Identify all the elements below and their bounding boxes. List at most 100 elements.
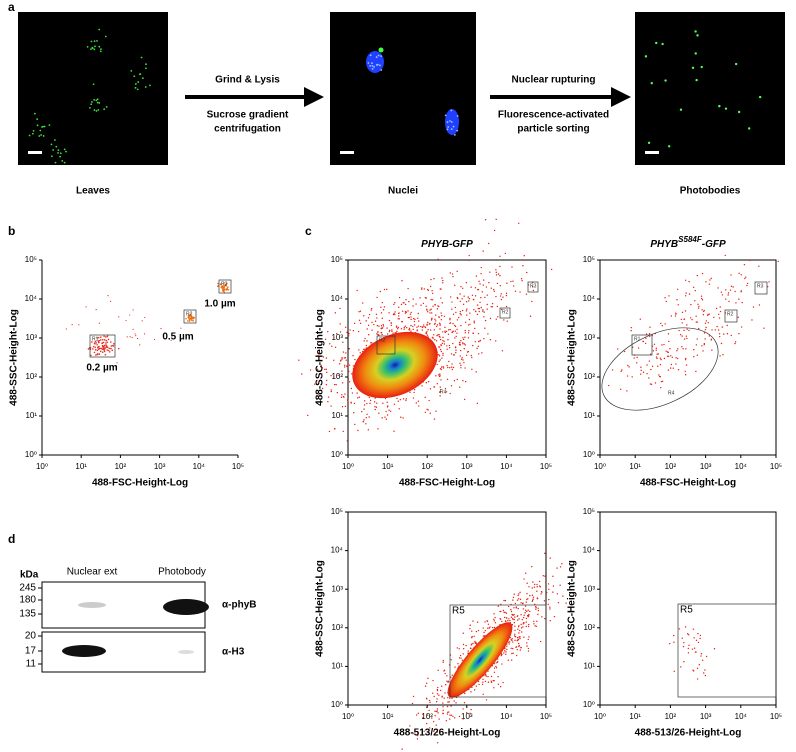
event-dot [369,54,372,57]
event-dot [549,608,551,610]
event-dot [463,343,466,345]
event-dot [365,320,367,322]
event-dot [359,322,362,325]
event-dot [438,346,440,348]
event-dot [226,282,228,285]
event-dot [324,338,327,341]
event-dot [444,331,446,334]
event-dot [132,328,134,330]
event-dot [479,283,481,285]
event-dot [435,410,437,412]
event-dot [700,653,703,655]
event-dot [684,626,687,628]
event-dot [144,316,146,319]
x-tick-label: 10⁵ [770,712,782,721]
marker-label: 180 [19,595,36,606]
photobody [650,81,653,85]
event-dot [472,344,474,347]
event-dot [702,310,705,313]
event-dot [337,374,339,377]
event-dot [708,283,711,285]
event-dot [653,343,656,345]
event-dot [417,712,420,715]
event-dot [327,330,329,333]
event-dot [514,633,516,636]
event-dot [353,412,355,414]
event-dot [549,619,551,622]
event-dot [738,298,740,300]
event-dot [649,353,652,355]
event-dot [429,701,431,704]
event-dot [416,738,419,740]
event-dot [684,295,687,297]
event-dot [744,277,746,280]
event-dot [100,336,102,338]
x-tick-label: 10⁰ [342,462,354,471]
event-dot [531,587,533,589]
event-dot [738,332,740,335]
event-dot [537,613,539,616]
event-dot [697,303,699,306]
x-tick-label: 10⁴ [193,462,206,471]
event-dot [436,308,439,310]
event-dot [670,355,672,357]
event-dot [454,306,457,309]
event-dot [698,664,700,666]
event-dot [112,345,115,347]
event-dot [470,691,472,693]
event-dot [442,331,444,333]
event-dot [385,418,388,420]
event-dot [334,346,337,349]
event-dot [517,607,519,610]
event-dot [472,332,474,334]
event-dot [375,64,378,66]
event-dot [452,342,454,345]
event-dot [439,689,442,692]
event-dot [484,621,486,623]
event-dot [640,373,642,375]
event-dot [483,311,485,313]
marker-label: 20 [25,631,37,642]
event-dot [449,718,451,720]
event-dot [548,588,550,591]
event-dot [718,313,720,316]
event-dot [371,67,374,70]
event-dot [452,322,454,325]
event-dot [400,416,402,418]
event-dot [345,352,347,354]
event-dot [385,288,388,291]
event-dot [676,288,679,291]
event-dot [137,81,140,83]
event-dot [446,705,449,708]
event-dot [420,304,422,306]
event-dot [656,353,658,355]
event-dot [527,616,529,618]
event-dot [419,297,421,299]
event-dot [518,625,520,627]
photobody [734,62,738,66]
event-dot [105,339,108,342]
event-dot [683,641,685,644]
event-dot [440,297,442,299]
event-dot [432,679,434,682]
event-dot [410,330,412,332]
event-dot [380,327,383,330]
event-dot [382,325,385,327]
event-dot [702,350,704,352]
event-dot [462,648,465,650]
event-dot [446,675,448,677]
event-dot [496,305,499,308]
event-dot [430,319,433,321]
event-dot [436,325,438,328]
event-dot [424,685,427,687]
event-dot [495,274,498,276]
event-dot [145,67,147,70]
event-dot [335,332,338,335]
gate [499,307,511,319]
event-dot [447,126,450,128]
panel-letter: d [8,532,15,546]
event-dot [315,375,317,377]
event-dot [695,370,697,373]
event-dot [476,313,479,316]
event-dot [440,366,443,368]
